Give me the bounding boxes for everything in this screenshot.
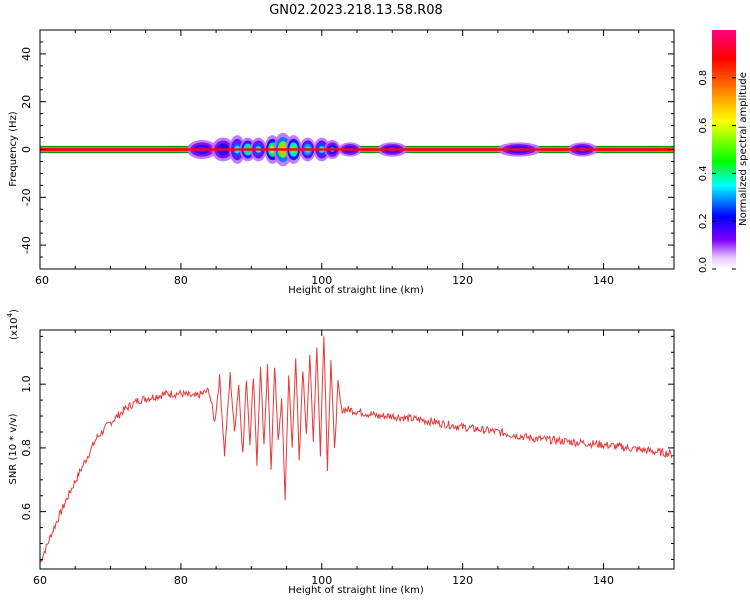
colorbar-strip <box>712 30 736 269</box>
spectrogram-ticks: 60 80 100 120 140 -40 -20 0 20 40 <box>20 29 674 287</box>
snr-ticks: 60 80 100 120 140 0.6 0.8 1.0 <box>20 330 674 587</box>
y-tick-label: 0.6 <box>20 503 33 521</box>
x-tick-label: 100 <box>311 574 332 587</box>
colorbar-ticks: 0.0 0.2 0.4 0.6 0.8 <box>698 70 736 273</box>
svg-text:(x104): (x104) <box>6 309 20 340</box>
colorbar-tick-label: 0.4 <box>698 165 709 181</box>
spectrogram-panel: 60 80 100 120 140 -40 -20 0 20 40 Height of strai… <box>8 29 675 296</box>
x-tick-label: 80 <box>174 274 188 287</box>
x-tick-label: 60 <box>35 274 49 287</box>
colorbar-tick-label: 0.8 <box>698 70 709 86</box>
figure-title: GN02.2023.218.13.58.R08 <box>269 3 443 18</box>
snr-panel: 60 80 100 120 140 0.6 0.8 1.0 Height of straigh… <box>6 309 675 596</box>
x-tick-label: 120 <box>452 574 473 587</box>
spectrogram-ylabel: Frequency (Hz) <box>8 111 19 187</box>
spectrogram-heatmap <box>40 132 674 167</box>
snr-plot-area <box>40 336 674 563</box>
snr-scale-base: (x10 <box>9 317 20 340</box>
snr-scale-exponent: 4 <box>6 312 14 317</box>
x-tick-label: 80 <box>174 574 188 587</box>
snr-line <box>40 336 674 563</box>
snr-xlabel: Height of straight line (km) <box>288 585 424 596</box>
colorbar-tick-label: 0.2 <box>698 213 709 229</box>
x-tick-label: 140 <box>593 574 614 587</box>
colorbar-label: Normalized spectral amplitude <box>738 72 749 226</box>
colorbar-tick-label: 0.6 <box>698 118 709 134</box>
colorbar-tick-label: 0.0 <box>698 257 709 273</box>
x-tick-label: 140 <box>593 274 614 287</box>
x-tick-label: 100 <box>311 274 332 287</box>
y-tick-label: 20 <box>20 95 33 109</box>
y-tick-label: -20 <box>20 188 33 206</box>
y-tick-label: 0.8 <box>20 439 33 457</box>
snr-frame <box>39 329 675 570</box>
snr-scale-label: (x104) <box>6 309 20 340</box>
x-tick-label: 60 <box>33 574 47 587</box>
x-tick-label: 120 <box>452 274 473 287</box>
spectrogram-xlabel: Height of straight line (km) <box>288 285 424 296</box>
y-tick-label: 40 <box>20 47 33 61</box>
y-tick-label: 0 <box>20 146 33 153</box>
y-tick-label: -40 <box>20 236 33 254</box>
colorbar: 0.0 0.2 0.4 0.6 0.8 Normalized spectral ampl… <box>698 30 749 273</box>
y-tick-label: 1.0 <box>20 375 33 393</box>
spectrogram-core <box>40 148 674 151</box>
snr-ylabel: SNR (10 * v/v) <box>8 413 19 484</box>
